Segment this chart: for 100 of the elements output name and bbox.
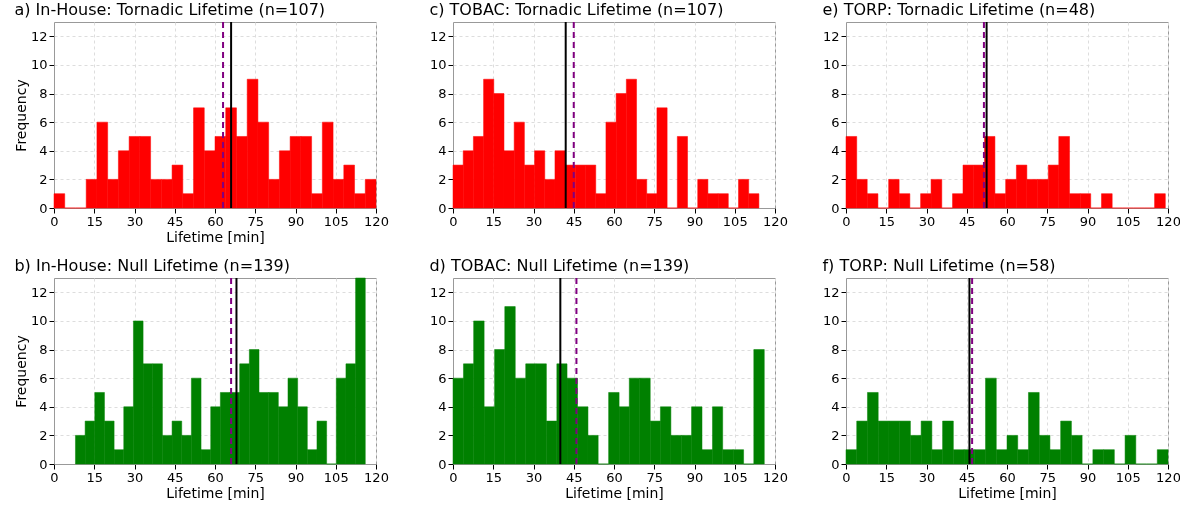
y-tick-label: 6	[39, 370, 48, 386]
x-tick-label: 30	[525, 469, 543, 485]
y-tick-label: 0	[39, 200, 48, 216]
x-tick-label: 15	[86, 213, 104, 229]
y-tick-label: 2	[39, 427, 48, 443]
x-tick-label: 75	[247, 469, 265, 485]
y-tick-label: 6	[831, 114, 840, 130]
x-tick-label: 60	[207, 469, 224, 485]
y-tick-label: 4	[438, 399, 447, 415]
x-tick-label: 15	[485, 213, 503, 229]
x-tick-label: 105	[323, 469, 349, 485]
x-tick-label: 0	[50, 213, 59, 229]
y-tick-label: 4	[438, 143, 447, 159]
y-tick-label: 0	[831, 200, 840, 216]
x-tick-label: 45	[166, 213, 184, 229]
x-tick-label: 120	[763, 469, 788, 485]
y-tick-label: 0	[831, 456, 840, 472]
y-tick-label: 4	[831, 399, 840, 415]
y-tick-label: 6	[438, 114, 447, 130]
x-tick-label: 120	[364, 213, 389, 229]
x-tick-label: 60	[999, 213, 1016, 229]
chart-title: c) TOBAC: Tornadic Lifetime (n=107)	[429, 0, 724, 19]
x-tick-label: 90	[287, 469, 305, 485]
x-axis-title: Lifetime [min]	[958, 484, 1057, 501]
y-tick-label: 6	[831, 370, 840, 386]
y-tick-label: 10	[429, 313, 447, 329]
y-tick-label: 4	[831, 143, 840, 159]
x-tick-label: 105	[722, 469, 748, 485]
y-tick-label: 10	[429, 57, 447, 73]
y-tick-label: 8	[831, 342, 840, 358]
y-tick-label: 8	[438, 342, 447, 358]
x-tick-label: 0	[50, 469, 59, 485]
y-tick-label: 8	[39, 86, 48, 102]
chart-title: f) TORP: Null Lifetime (n=58)	[822, 256, 1056, 275]
chart-title: e) TORP: Tornadic Lifetime (n=48)	[822, 0, 1096, 19]
y-tick-label: 12	[822, 28, 840, 44]
x-tick-label: 75	[646, 213, 664, 229]
y-tick-label: 2	[831, 427, 840, 443]
y-tick-label: 8	[438, 86, 447, 102]
y-tick-label: 6	[39, 114, 48, 130]
x-tick-label: 0	[449, 469, 458, 485]
y-tick-label: 0	[39, 456, 48, 472]
y-axis-title: Frequency	[12, 335, 29, 408]
x-tick-label: 75	[1039, 469, 1057, 485]
x-tick-label: 45	[958, 213, 976, 229]
x-tick-label: 60	[606, 469, 623, 485]
x-tick-label: 90	[1079, 213, 1097, 229]
x-tick-label: 105	[1115, 213, 1141, 229]
x-tick-label: 105	[722, 213, 748, 229]
y-tick-label: 6	[438, 370, 447, 386]
x-axis-title: Lifetime [min]	[166, 484, 265, 501]
x-tick-label: 45	[565, 469, 583, 485]
x-tick-label: 15	[86, 469, 104, 485]
x-tick-label: 30	[918, 213, 936, 229]
y-tick-label: 12	[30, 28, 48, 44]
x-tick-label: 105	[1115, 469, 1141, 485]
x-tick-label: 60	[999, 469, 1016, 485]
chart-title: d) TOBAC: Null Lifetime (n=139)	[429, 256, 690, 275]
x-tick-label: 120	[763, 213, 788, 229]
y-tick-label: 12	[429, 28, 447, 44]
y-axis-title: Frequency	[12, 79, 29, 152]
chart-title: a) In-House: Tornadic Lifetime (n=107)	[14, 0, 326, 19]
x-tick-label: 60	[606, 213, 623, 229]
x-tick-label: 30	[126, 469, 144, 485]
x-axis-title: Lifetime [min]	[565, 484, 664, 501]
y-tick-label: 4	[39, 143, 48, 159]
x-tick-label: 75	[646, 469, 664, 485]
y-tick-label: 0	[438, 456, 447, 472]
x-tick-label: 45	[166, 469, 184, 485]
y-tick-label: 10	[30, 57, 48, 73]
y-tick-label: 2	[39, 171, 48, 187]
x-tick-label: 90	[686, 213, 704, 229]
y-tick-label: 4	[39, 399, 48, 415]
x-tick-label: 90	[686, 469, 704, 485]
x-axis-title: Lifetime [min]	[166, 228, 265, 245]
y-tick-label: 8	[39, 342, 48, 358]
y-tick-label: 10	[30, 313, 48, 329]
x-tick-label: 75	[1039, 213, 1057, 229]
y-tick-label: 8	[831, 86, 840, 102]
y-tick-label: 12	[822, 284, 840, 300]
x-tick-label: 15	[485, 469, 503, 485]
x-tick-label: 45	[958, 469, 976, 485]
x-tick-label: 30	[918, 469, 936, 485]
y-tick-label: 2	[438, 427, 447, 443]
x-tick-label: 120	[1156, 469, 1180, 485]
y-tick-label: 12	[30, 284, 48, 300]
y-tick-label: 2	[831, 171, 840, 187]
y-tick-label: 10	[822, 57, 840, 73]
x-tick-label: 15	[878, 469, 896, 485]
x-tick-label: 0	[842, 469, 851, 485]
x-tick-label: 45	[565, 213, 583, 229]
x-tick-label: 60	[207, 213, 224, 229]
x-tick-label: 0	[449, 213, 458, 229]
y-tick-label: 10	[822, 313, 840, 329]
x-tick-label: 30	[525, 213, 543, 229]
chart-title: b) In-House: Null Lifetime (n=139)	[14, 256, 290, 275]
x-tick-label: 15	[878, 213, 896, 229]
x-tick-label: 30	[126, 213, 144, 229]
y-tick-label: 0	[438, 200, 447, 216]
y-tick-label: 2	[438, 171, 447, 187]
